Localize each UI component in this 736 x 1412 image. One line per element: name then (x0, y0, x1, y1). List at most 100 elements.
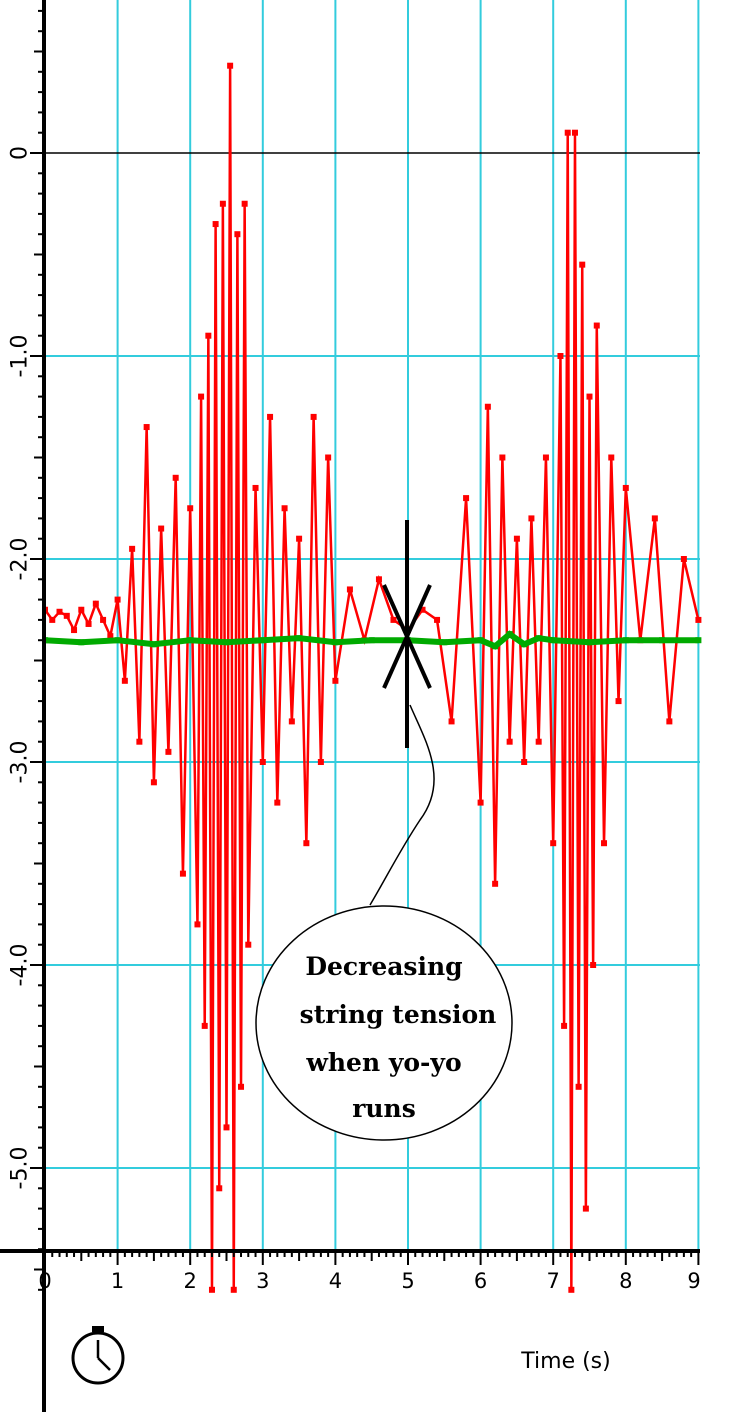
data-point-red (223, 1124, 230, 1131)
data-point-red (252, 484, 259, 491)
data-point-green (535, 635, 542, 642)
data-point-red (121, 677, 128, 684)
y-tick-label: -3.0 (8, 741, 33, 784)
data-point-green (477, 637, 484, 644)
data-point-red (194, 921, 201, 928)
data-point-red (528, 515, 535, 522)
data-point-red (63, 612, 70, 619)
data-point-red (56, 608, 63, 615)
data-point-red (208, 1286, 215, 1293)
data-point-red (590, 962, 597, 968)
data-point-red (561, 1022, 568, 1029)
data-point-red (114, 596, 121, 603)
data-point-red (390, 616, 397, 623)
data-point-red (317, 759, 324, 765)
data-point-red (303, 840, 310, 847)
x-axis-title: Time (s) (520, 1349, 610, 1374)
data-point-red (187, 505, 194, 512)
data-point-green (114, 637, 121, 644)
data-point-red (234, 231, 241, 238)
y-tick-label: -2.0 (8, 538, 33, 581)
data-point-red (172, 474, 179, 481)
annotation-line-3: when yo-yo (305, 1048, 461, 1077)
data-point-red (238, 1083, 245, 1090)
data-point-red (680, 556, 687, 562)
data-point-green (659, 637, 666, 644)
data-point-red (608, 454, 615, 461)
data-point-red (568, 1286, 575, 1293)
data-point-red (100, 616, 107, 623)
data-point-red (477, 799, 484, 806)
data-point-red (615, 698, 622, 705)
data-point-red (666, 718, 673, 725)
stopwatch-icon (71, 1326, 125, 1385)
data-point-red (535, 738, 542, 745)
data-point-red (212, 221, 219, 228)
data-point-green (259, 637, 266, 644)
data-point-red (325, 454, 332, 461)
x-tick-label: 3 (256, 1269, 269, 1293)
data-point-red (564, 129, 571, 136)
event-marker (382, 520, 432, 748)
annotation-line-4: runs (352, 1094, 416, 1123)
data-point-red (274, 799, 281, 806)
callout-bubble (255, 905, 513, 1141)
data-point-red (205, 332, 212, 339)
data-point-red (136, 738, 143, 745)
x-tick-label: 1 (111, 1269, 124, 1293)
data-point-red (550, 840, 557, 847)
y-tick-label: -5.0 (8, 1147, 33, 1190)
data-point-red (695, 616, 702, 623)
y-tick-label: -4.0 (8, 944, 33, 987)
x-axis (0, 1249, 700, 1265)
data-point-red (557, 353, 564, 359)
data-point-red (150, 779, 157, 786)
data-point-red (92, 600, 99, 607)
data-point-red (230, 1286, 237, 1293)
x-tick-label: 0 (38, 1269, 51, 1293)
data-point-red (310, 413, 317, 420)
x-tick-label: 7 (547, 1269, 560, 1293)
data-point-red (49, 616, 56, 623)
data-point-green (492, 643, 499, 650)
data-point-red (241, 200, 248, 207)
x-tick-label: 5 (401, 1269, 414, 1293)
data-point-red (622, 484, 629, 491)
data-point-red (506, 738, 513, 745)
x-tick-label: 6 (474, 1269, 487, 1293)
data-point-green (586, 639, 593, 646)
series-line-red (43, 65, 700, 1290)
data-point-red (129, 545, 136, 552)
data-point-red (448, 718, 455, 725)
data-point-green (223, 639, 230, 646)
data-point-red (571, 129, 578, 136)
data-point-red (296, 535, 303, 542)
data-point-red (586, 393, 593, 400)
data-point-red (201, 1022, 208, 1029)
data-point-red (434, 616, 441, 623)
data-point-red (78, 606, 85, 613)
data-point-red (582, 1205, 589, 1212)
data-point-red (71, 627, 78, 634)
data-point-red (332, 677, 339, 684)
data-point-green (296, 635, 303, 642)
data-point-green (187, 637, 194, 644)
data-point-red (419, 606, 426, 613)
data-point-red (216, 1185, 223, 1192)
series-line-green (44, 630, 699, 650)
callout-pointer (369, 704, 435, 906)
data-point-red (107, 633, 114, 640)
data-point-red (198, 393, 205, 400)
data-point-red (85, 620, 92, 627)
data-point-green (78, 639, 85, 646)
x-tick-label: 4 (329, 1269, 342, 1293)
data-point-red (513, 535, 520, 542)
y-tick-label: 0 (8, 146, 33, 160)
annotation-line-1: Decreasing (305, 952, 462, 981)
data-point-red (499, 454, 506, 461)
data-point-red (179, 870, 186, 877)
data-point-red (492, 880, 499, 887)
x-tick-labels: 0 1 2 3 4 5 6 7 8 9 (38, 1269, 700, 1293)
data-point-green (150, 641, 157, 648)
